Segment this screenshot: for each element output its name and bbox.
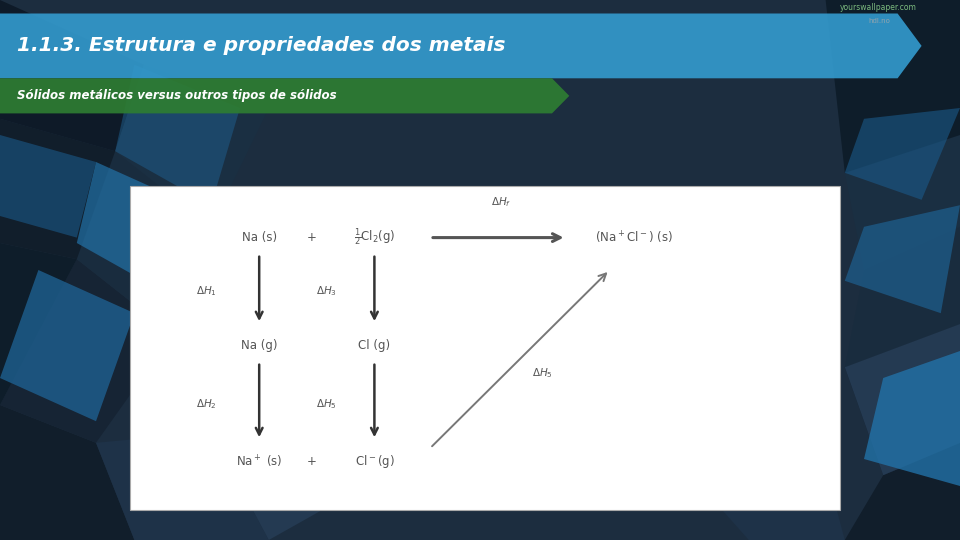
Text: Na (g): Na (g) [241,339,277,352]
FancyBboxPatch shape [130,186,840,510]
Text: (Na$^+$Cl$^-$) (s): (Na$^+$Cl$^-$) (s) [594,230,673,246]
Polygon shape [211,378,365,540]
Text: $\Delta H_5$: $\Delta H_5$ [316,397,337,410]
Text: +: + [307,455,317,468]
Text: yourswallpaper.com: yourswallpaper.com [840,3,917,12]
Text: Na$^+$ (s): Na$^+$ (s) [236,454,282,470]
Text: $\Delta H_1$: $\Delta H_1$ [196,285,217,299]
Text: Na (s): Na (s) [242,231,276,244]
Polygon shape [845,324,960,475]
Polygon shape [0,270,134,421]
Polygon shape [826,0,960,173]
Polygon shape [0,14,922,78]
Text: +: + [307,231,317,244]
Polygon shape [0,135,96,238]
Polygon shape [0,119,115,259]
Polygon shape [845,227,960,367]
Text: $\Delta H_3$: $\Delta H_3$ [316,285,337,299]
Polygon shape [691,432,845,540]
Polygon shape [0,405,134,540]
Polygon shape [77,162,192,297]
Text: Sólidos metálicos versus outros tipos de sólidos: Sólidos metálicos versus outros tipos de… [17,89,337,103]
Polygon shape [845,205,960,313]
Polygon shape [115,65,269,227]
Text: $\Delta H_5$: $\Delta H_5$ [532,366,553,380]
Polygon shape [0,259,173,443]
Text: 1.1.3. Estrutura e propriedades dos metais: 1.1.3. Estrutura e propriedades dos meta… [17,36,506,56]
Polygon shape [0,78,569,113]
Polygon shape [845,108,960,200]
Polygon shape [845,443,960,540]
Polygon shape [0,0,144,151]
Text: Cl$^-$(g): Cl$^-$(g) [354,453,395,470]
Polygon shape [77,151,211,335]
Polygon shape [845,135,960,270]
Text: $\frac{1}{2}$Cl$_2$(g): $\frac{1}{2}$Cl$_2$(g) [353,227,396,248]
Text: $\Delta H_2$: $\Delta H_2$ [196,397,217,410]
Text: hdl.no: hdl.no [869,18,891,24]
Polygon shape [864,351,960,486]
Polygon shape [115,65,240,205]
Polygon shape [0,243,77,405]
Text: $\Delta H_f$: $\Delta H_f$ [492,195,512,210]
Text: Cl (g): Cl (g) [358,339,391,352]
Polygon shape [845,324,960,475]
Polygon shape [96,432,269,540]
